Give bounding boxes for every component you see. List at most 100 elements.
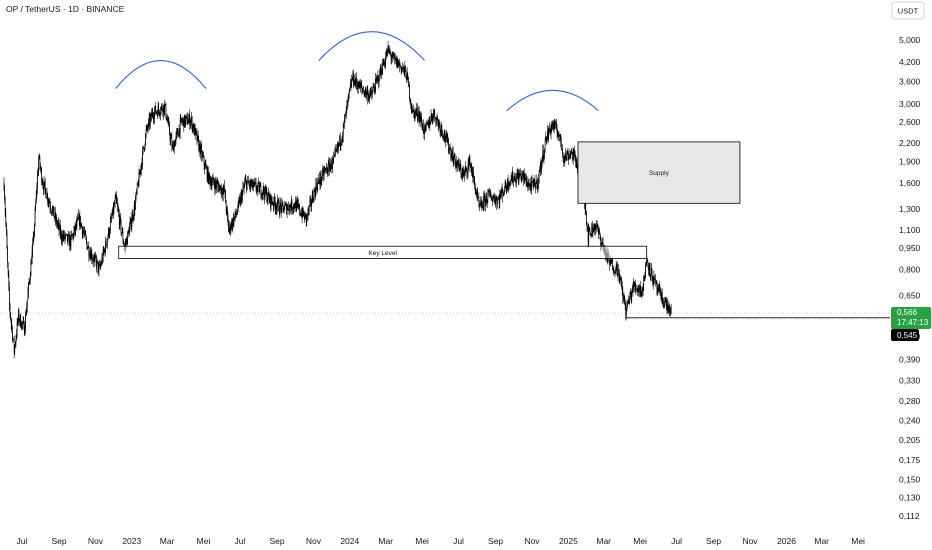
candle-body [669,303,670,314]
candle-body [400,65,401,67]
candle-body [213,177,214,183]
candle-body [43,181,45,191]
candle-body [83,232,85,234]
candle-body [617,265,618,276]
candle-body [632,287,634,293]
candle-body [381,73,383,75]
candle-body [585,208,587,213]
candle-body [68,235,69,236]
candle-body [490,194,492,199]
candle-body [508,184,510,186]
candle-body [380,68,382,75]
candle-body [562,153,564,158]
candle-body [4,200,6,213]
candle-body [461,173,462,175]
x-tick-label: Sep [269,536,284,546]
candle-body [310,199,312,206]
candle-body [464,171,465,176]
candle-body [170,137,172,138]
key-level-zone[interactable] [118,245,648,259]
candle-body [357,84,358,90]
candle-body [496,198,498,205]
candle-body [394,57,396,60]
candle-body [63,232,65,238]
candle-body [320,173,321,184]
candle-body [436,118,438,119]
candle-body [59,224,61,235]
candle-body [84,230,86,235]
zones-layer: Supply Key Level [118,141,890,319]
candle-body [326,167,327,169]
pattern-arc[interactable] [506,89,599,112]
candle-body [647,262,649,266]
candle-body [593,227,594,233]
candle-body [634,284,636,289]
candle-body [457,163,458,167]
candle-body [114,204,115,206]
candle-body [399,63,400,67]
candle-body [325,168,327,170]
y-tick-label: 2,600 [899,117,921,127]
candle-body [595,225,597,228]
candle-body [611,259,612,264]
candle-body [494,201,496,205]
candle-body [459,164,461,168]
chart-title: OP / TetherUS · 1D · BINANCE [6,4,125,14]
candle-body [41,169,42,182]
candle-body [90,252,92,259]
candle-body [25,314,26,330]
candle-body [569,154,570,155]
currency-button[interactable]: USDT [891,1,925,20]
candle-body [360,85,362,87]
candle-body [194,125,195,136]
candle-body [49,203,51,208]
candle-body [514,176,516,178]
candle-body [468,157,470,162]
candle-body [414,110,416,119]
candle-body [474,178,476,186]
candle-body [208,173,210,183]
candle-body [373,87,375,89]
candle-body [81,224,82,227]
candle-body [396,58,397,66]
candle-body [239,199,241,205]
candle-body [461,173,463,177]
candle-body [658,286,659,293]
candle-body [296,201,298,203]
candle-body [556,129,558,134]
y-tick-label: 0,800 [899,265,921,275]
candle-body [264,186,266,198]
candle-body [135,192,137,200]
price-axis[interactable]: 5,000 4,200 3,600 3,000 2,600 2,200 1,900 1,600… [899,35,921,521]
pattern-arc[interactable] [318,31,425,61]
candle-body [16,321,18,335]
candle-body [134,205,136,210]
candle-body [210,181,212,187]
candle-body [236,214,237,216]
candle-body [82,231,84,235]
candle-body [179,128,180,134]
candle-body [78,214,80,225]
candle-body [98,262,99,272]
candle-body [474,185,476,194]
candle-body [19,320,20,322]
candle-body [421,116,422,124]
candle-body [15,343,16,346]
candle-body [24,329,26,335]
candle-body [231,221,232,228]
candle-body [475,192,477,194]
candle-body [12,327,13,340]
time-axis[interactable]: Jul Sep Nov 2023 Mar Mei Jul Sep Nov 2024 Mar Mei Ju… [16,536,865,546]
pattern-arc[interactable] [115,60,207,89]
candle-body [430,115,432,123]
candle-body [472,171,474,178]
candle-body [281,202,283,212]
supply-zone[interactable] [577,141,741,204]
candle-body [365,88,366,93]
x-tick-label: Mei [633,536,647,546]
y-tick-label: 0,130 [899,492,921,502]
candle-body [646,259,648,266]
candle-body [10,312,11,319]
candle-body [270,194,271,207]
